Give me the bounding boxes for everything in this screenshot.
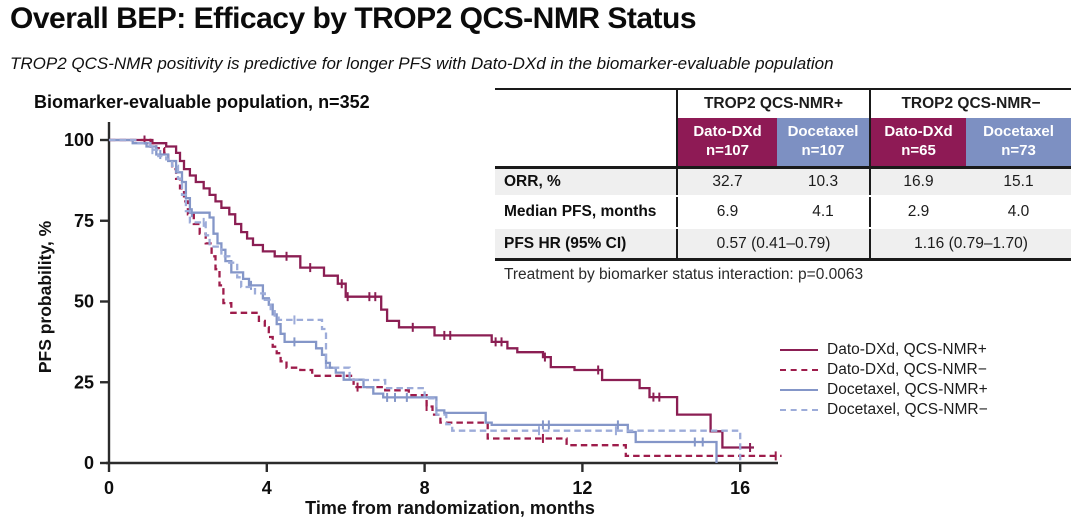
- group-header-nmr-neg: TROP2 QCS-NMR−: [870, 88, 1071, 118]
- group-header-row: TROP2 QCS-NMR+ TROP2 QCS-NMR−: [495, 88, 1071, 118]
- svg-text:50: 50: [74, 292, 94, 312]
- page-title: Overall BEP: Efficacy by TROP2 QCS-NMR S…: [10, 2, 697, 35]
- mpfs-dato-pos: 6.9: [677, 196, 777, 229]
- arm-n: n=107: [801, 142, 845, 159]
- row-label: Median PFS, months: [495, 196, 678, 229]
- spacer-cell: [495, 88, 678, 118]
- chart-title: Biomarker-evaluable population, n=352: [34, 92, 370, 112]
- arm-n: n=73: [1001, 142, 1036, 159]
- svg-text:100: 100: [64, 130, 94, 150]
- mpfs-doc-pos: 4.1: [777, 196, 871, 229]
- table-row-median-pfs: Median PFS, months 6.9 4.1 2.9 4.0: [495, 196, 1071, 229]
- legend-item: Dato-DXd, QCS-NMR−: [780, 360, 988, 380]
- svg-text:16: 16: [730, 478, 750, 498]
- arm-header-dato-neg: Dato-DXd n=65: [870, 118, 966, 169]
- svg-text:12: 12: [572, 478, 592, 498]
- y-axis-label: PFS probability, %: [35, 220, 55, 374]
- arm-name: Docetaxel: [983, 123, 1054, 141]
- hr-nmr-pos: 0.57 (0.41–0.79): [677, 228, 871, 261]
- arm-name: Dato-DXd: [884, 123, 953, 141]
- arm-header-row: Dato-DXd n=107 Docetaxel n=107 Dato-DXd n=6…: [495, 118, 1071, 169]
- legend-line-dato-neg: [780, 369, 818, 371]
- legend-label: Dato-DXd, QCS-NMR+: [827, 341, 987, 358]
- arm-n: n=65: [901, 142, 936, 159]
- mpfs-doc-neg: 4.0: [966, 196, 1071, 229]
- arm-header-doc-pos: Docetaxel n=107: [777, 118, 871, 169]
- efficacy-table: TROP2 QCS-NMR+ TROP2 QCS-NMR− Dato-DXd n=…: [495, 88, 1073, 261]
- svg-text:0: 0: [84, 453, 94, 473]
- legend-label: Dato-DXd, QCS-NMR−: [827, 361, 987, 378]
- group-header-nmr-pos: TROP2 QCS-NMR+: [677, 88, 871, 118]
- arm-header-doc-neg: Docetaxel n=73: [966, 118, 1071, 169]
- x-axis-label: Time from randomization, months: [305, 498, 595, 518]
- orr-doc-pos: 10.3: [777, 167, 871, 197]
- arm-name: Docetaxel: [787, 123, 859, 141]
- arm-n: n=107: [706, 142, 749, 159]
- legend-line-doc-pos: [780, 389, 818, 391]
- legend-item: Docetaxel, QCS-NMR−: [780, 400, 988, 420]
- svg-text:25: 25: [74, 372, 94, 392]
- legend-item: Docetaxel, QCS-NMR+: [780, 380, 988, 400]
- orr-doc-neg: 15.1: [966, 167, 1071, 197]
- arm-header-dato-pos: Dato-DXd n=107: [677, 118, 777, 169]
- table-row-pfs-hr: PFS HR (95% CI) 0.57 (0.41–0.79) 1.16 (0…: [495, 228, 1071, 261]
- arm-name: Dato-DXd: [693, 123, 762, 141]
- legend-item: Dato-DXd, QCS-NMR+: [780, 340, 988, 360]
- interaction-footnote: Treatment by biomarker status interactio…: [504, 266, 864, 283]
- orr-dato-pos: 32.7: [677, 167, 777, 197]
- svg-text:8: 8: [420, 478, 430, 498]
- legend: Dato-DXd, QCS-NMR+ Dato-DXd, QCS-NMR− Do…: [780, 340, 988, 420]
- table-row-orr: ORR, % 32.7 10.3 16.9 15.1: [495, 167, 1071, 197]
- spacer-cell: [495, 118, 678, 169]
- svg-text:4: 4: [262, 478, 272, 498]
- legend-line-dato-pos: [780, 349, 818, 351]
- row-label: ORR, %: [495, 167, 678, 197]
- mpfs-dato-neg: 2.9: [870, 196, 966, 229]
- svg-text:75: 75: [74, 211, 94, 231]
- row-label: PFS HR (95% CI): [495, 228, 678, 261]
- hr-nmr-neg: 1.16 (0.79–1.70): [870, 228, 1071, 261]
- legend-line-doc-neg: [780, 409, 818, 411]
- orr-dato-neg: 16.9: [870, 167, 966, 197]
- legend-label: Docetaxel, QCS-NMR+: [827, 381, 988, 398]
- page-subtitle: TROP2 QCS-NMR positivity is predictive f…: [10, 54, 834, 73]
- legend-label: Docetaxel, QCS-NMR−: [827, 401, 988, 418]
- svg-text:0: 0: [104, 478, 114, 498]
